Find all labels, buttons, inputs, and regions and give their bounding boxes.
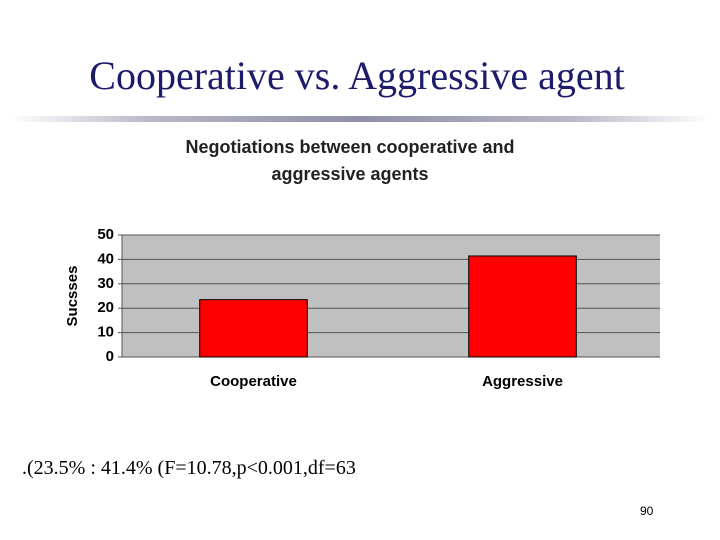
- slide-title: Cooperative vs. Aggressive agent: [89, 53, 625, 98]
- chart-title: Negotiations between cooperative and agg…: [185, 137, 515, 184]
- caption: .(23.5% : 41.4% (F=10.78,p<0.001,df=63: [22, 457, 356, 479]
- y-tick-label: 40: [97, 250, 114, 267]
- y-tick-label: 20: [97, 299, 114, 316]
- title-rule: [10, 116, 710, 122]
- y-tick-label: 0: [106, 348, 114, 365]
- y-axis-label: Sucsses: [64, 266, 81, 327]
- bar: [199, 299, 308, 358]
- y-tick-label: 50: [97, 226, 114, 243]
- bar: [468, 255, 577, 358]
- y-tick-label: 30: [97, 275, 114, 292]
- x-tick-label: Aggressive: [482, 373, 563, 390]
- page-number: 90: [640, 504, 654, 518]
- x-tick-label: Cooperative: [210, 373, 297, 390]
- y-tick-label: 10: [97, 324, 114, 341]
